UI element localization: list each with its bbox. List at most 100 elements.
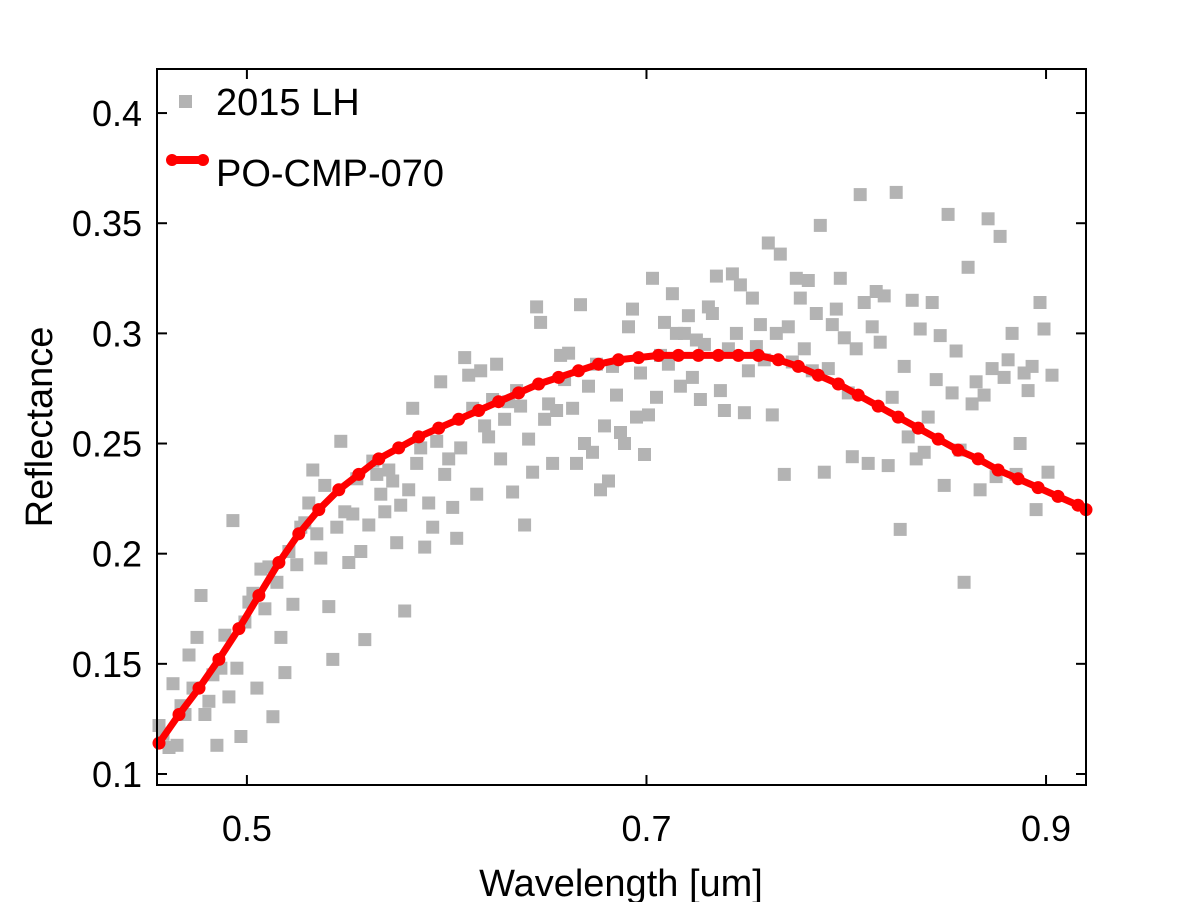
scatter-point (885, 390, 899, 404)
scatter-point (402, 483, 416, 497)
scatter-point (278, 666, 292, 680)
scatter-point (638, 448, 651, 461)
scatter-point (630, 410, 643, 424)
scatter-point (498, 412, 512, 426)
x-tick-label: 0.5 (222, 808, 272, 849)
scatter-point (693, 393, 707, 406)
line-point (871, 399, 885, 413)
scatter-point (961, 260, 975, 274)
scatter-point (658, 315, 671, 329)
scatter-point (390, 536, 404, 550)
scatter-point (917, 445, 931, 459)
line-point (572, 364, 585, 378)
scatter-point (514, 399, 528, 413)
scatter-point (673, 379, 687, 393)
scatter-point (566, 401, 580, 415)
scatter-point (1041, 465, 1055, 479)
scatter-point (1045, 368, 1059, 382)
scatter-point (346, 507, 360, 521)
legend: 2015 LH PO-CMP-070 (166, 82, 444, 195)
scatter-point (370, 467, 384, 481)
scatter-point (921, 410, 935, 424)
scatter-point (793, 291, 807, 305)
scatter-point (1005, 326, 1019, 340)
scatter-point (833, 271, 847, 285)
scatter-point (314, 551, 328, 565)
scatter-point (446, 500, 460, 514)
scatter-point (677, 326, 691, 340)
line-point (232, 622, 246, 636)
scatter-point (626, 302, 639, 316)
scatter-point (378, 505, 392, 519)
line-point (931, 432, 945, 446)
y-tick-label: 0.15 (72, 644, 142, 685)
scatter-point (949, 344, 963, 358)
scatter-point (913, 322, 927, 336)
y-tick-label: 0.25 (72, 424, 142, 465)
line-point (851, 388, 865, 402)
scatter-point (538, 412, 552, 426)
scatter-point (430, 434, 444, 448)
scatter-point (661, 357, 675, 371)
scatter-point (614, 426, 627, 439)
line-point (212, 652, 226, 666)
scatter-point (442, 452, 456, 466)
y-tick-label: 0.3 (92, 313, 142, 354)
scatter-point (274, 630, 288, 644)
scatter-point (813, 218, 827, 232)
scatter-point (354, 545, 368, 558)
line-point (1031, 481, 1045, 495)
line-point (771, 353, 785, 367)
scatter-point (622, 320, 635, 334)
scatter-point (889, 185, 903, 199)
line-point (971, 452, 985, 466)
scatter-point (226, 514, 240, 528)
scatter-point (518, 518, 532, 532)
scatter-point (494, 452, 508, 466)
scatter-point (665, 287, 679, 301)
scatter-point (522, 432, 536, 446)
scatter-point (210, 738, 224, 752)
scatter-point (286, 597, 300, 611)
scatter-point (574, 298, 587, 312)
scatter-point (821, 362, 835, 376)
scatter-point (322, 600, 336, 614)
line-point (152, 736, 166, 750)
scatter-point (997, 370, 1011, 384)
scatter-point (1037, 322, 1051, 336)
scatter-point (334, 434, 348, 448)
scatter-point (530, 300, 544, 314)
scatter-point (985, 362, 999, 376)
scatter-point (737, 406, 751, 420)
legend-label-2015-lh: 2015 LH (216, 82, 360, 124)
line-point (691, 348, 705, 362)
x-tick-label: 0.9 (1021, 808, 1071, 849)
scatter-point (526, 465, 540, 479)
scatter-point (697, 337, 711, 351)
scatter-point (534, 315, 548, 329)
scatter-point (993, 229, 1007, 243)
scatter-point (709, 269, 723, 283)
scatter-point (873, 335, 887, 349)
scatter-point (290, 558, 304, 572)
y-tick-label: 0.35 (72, 203, 142, 244)
line-point (432, 421, 446, 435)
line-point (811, 368, 825, 382)
scatter-point (769, 326, 783, 340)
line-point (292, 527, 306, 541)
scatter-point (618, 437, 631, 450)
line-point (791, 359, 805, 373)
scatter-point (773, 247, 787, 261)
scatter-point (550, 404, 564, 417)
scatter-point (306, 463, 320, 477)
scatter-point (733, 278, 747, 292)
scatter-point (182, 648, 196, 662)
line-point (172, 708, 186, 721)
scatter-point (582, 379, 595, 393)
line-point (612, 353, 625, 367)
scatter-point (310, 527, 324, 541)
scatter-point (426, 520, 440, 534)
scatter-point (642, 408, 655, 422)
scatter-point (897, 359, 911, 373)
